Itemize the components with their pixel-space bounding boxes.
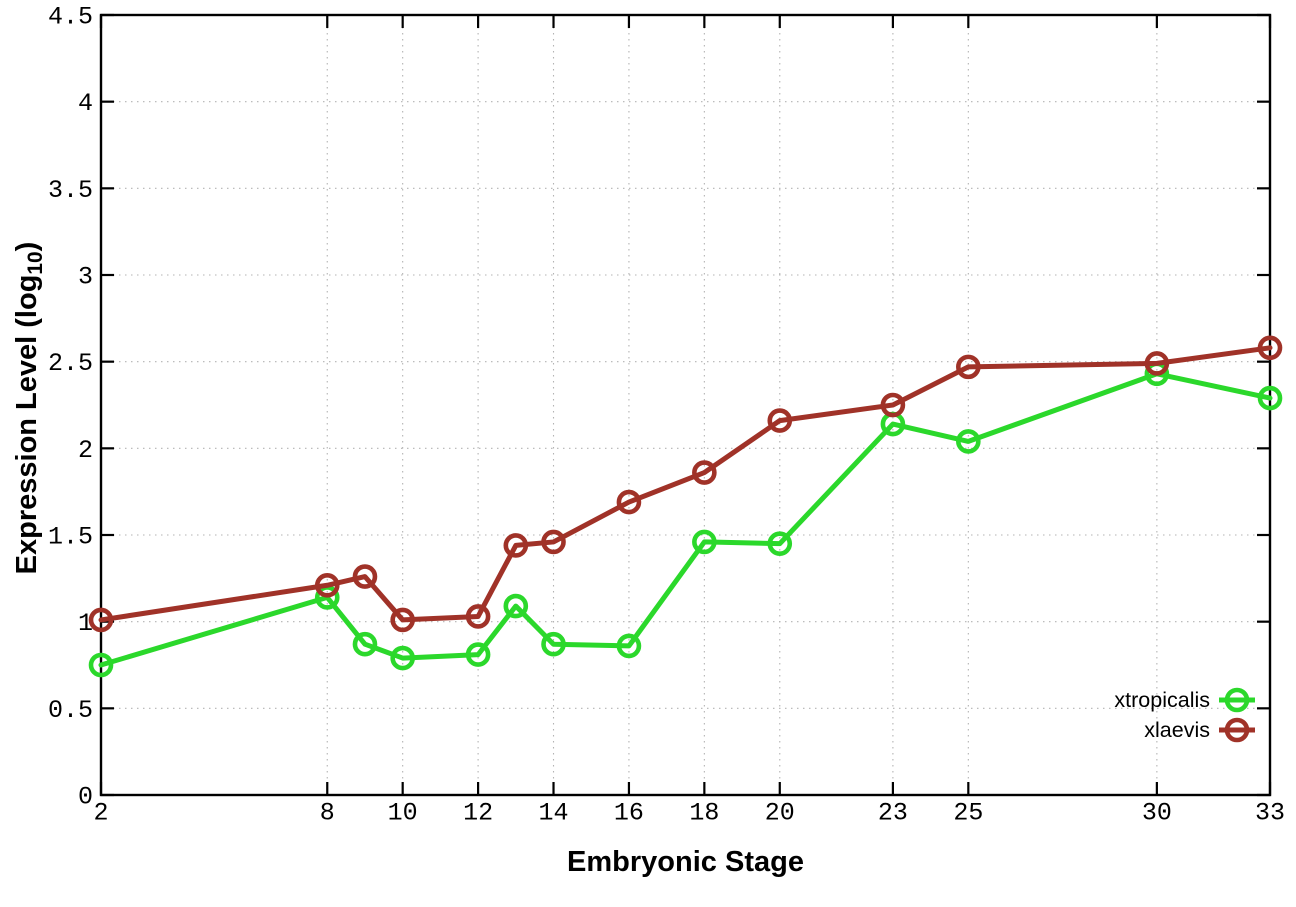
- svg-text:2: 2: [93, 799, 108, 828]
- plot-border: [99, 13, 1272, 797]
- series-xtropicalis-line: [98, 371, 1273, 668]
- x-axis-title: Embryonic Stage: [567, 846, 804, 878]
- svg-text:18: 18: [689, 799, 719, 828]
- svg-text:23: 23: [878, 799, 908, 828]
- svg-text:12: 12: [463, 799, 493, 828]
- svg-text:4: 4: [78, 89, 93, 118]
- x-tick-labels: 2 8 10 12 14 16 18 20 23 25 30 33: [93, 799, 1285, 828]
- y-axis-title: Expression Level (log10): [8, 0, 47, 818]
- series-xlaevis-line: [98, 345, 1273, 623]
- svg-text:2: 2: [78, 436, 93, 465]
- series-xlaevis-markers: [88, 335, 1283, 633]
- svg-text:8: 8: [320, 799, 335, 828]
- svg-text:4.5: 4.5: [48, 3, 93, 32]
- y-axis-title-suffix: ): [11, 241, 43, 252]
- svg-text:2.5: 2.5: [48, 349, 93, 378]
- svg-text:3.5: 3.5: [48, 176, 93, 205]
- legend-item-xlaevis: xlaevis: [1144, 718, 1210, 742]
- axis-ticks: [99, 13, 1272, 797]
- svg-text:30: 30: [1142, 799, 1172, 828]
- grid: [100, 14, 1271, 796]
- svg-text:14: 14: [539, 799, 569, 828]
- svg-text:20: 20: [765, 799, 795, 828]
- legend-key-samples: [1219, 687, 1255, 743]
- series-xtropicalis-markers: [88, 361, 1283, 678]
- y-axis-title-text: Expression Level (log: [11, 274, 43, 575]
- svg-text:0: 0: [78, 783, 93, 812]
- y-axis-title-subscript: 10: [23, 251, 47, 275]
- svg-text:25: 25: [953, 799, 983, 828]
- svg-text:16: 16: [614, 799, 644, 828]
- legend-item-xtropicalis: xtropicalis: [1114, 688, 1210, 712]
- svg-text:33: 33: [1255, 799, 1285, 828]
- svg-text:10: 10: [388, 799, 418, 828]
- svg-text:3: 3: [78, 263, 93, 292]
- svg-text:1.5: 1.5: [48, 523, 93, 552]
- y-tick-labels: 00.511.522.533.544.5: [48, 3, 93, 812]
- svg-text:0.5: 0.5: [48, 696, 93, 725]
